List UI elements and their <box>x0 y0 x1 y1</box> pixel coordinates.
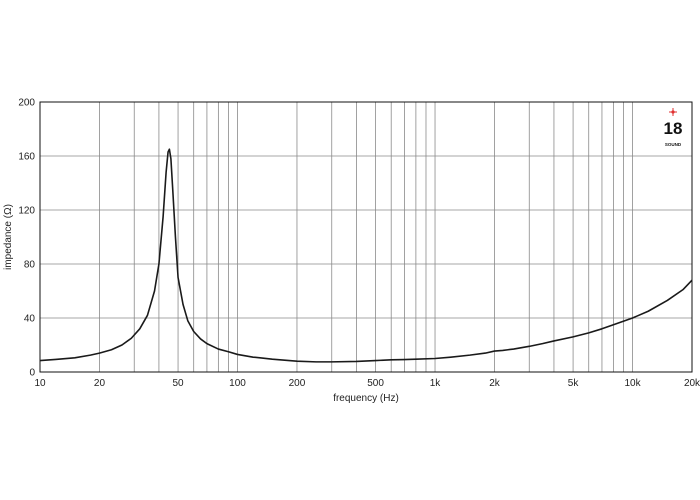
y-tick-label: 0 <box>29 368 35 379</box>
x-axis-label: frequency (Hz) <box>333 393 399 404</box>
brand-logo: 18 SOUND <box>664 108 683 147</box>
grid <box>39 101 693 373</box>
y-tick-label: 160 <box>18 152 35 163</box>
plot-frame <box>39 101 693 373</box>
y-tick-label: 200 <box>18 98 35 109</box>
logo-number: 18 <box>664 119 683 138</box>
x-tick-label: 20k <box>684 378 700 389</box>
x-tick-label: 10 <box>34 378 46 389</box>
tick-labels: 10 20 50 100 200 500 1k 2k 5k 10k 20k 0 40 80 120 160 20… <box>18 98 700 390</box>
x-tick-label: 2k <box>489 378 501 389</box>
x-tick-label: 1k <box>430 378 442 389</box>
x-tick-label: 10k <box>624 378 641 389</box>
logo-star-icon <box>669 108 677 116</box>
y-axis-label: impedance (Ω) <box>3 204 14 270</box>
x-tick-label: 5k <box>568 378 580 389</box>
y-tick-label: 120 <box>18 206 35 217</box>
impedance-curve <box>39 148 693 363</box>
x-tick-label: 50 <box>172 378 184 389</box>
x-tick-label: 200 <box>289 378 306 389</box>
logo-subtext: SOUND <box>665 142 682 147</box>
x-tick-label: 100 <box>229 378 246 389</box>
y-tick-label: 40 <box>24 314 36 325</box>
x-tick-label: 500 <box>367 378 384 389</box>
y-tick-label: 80 <box>24 260 36 271</box>
x-tick-label: 20 <box>94 378 106 389</box>
